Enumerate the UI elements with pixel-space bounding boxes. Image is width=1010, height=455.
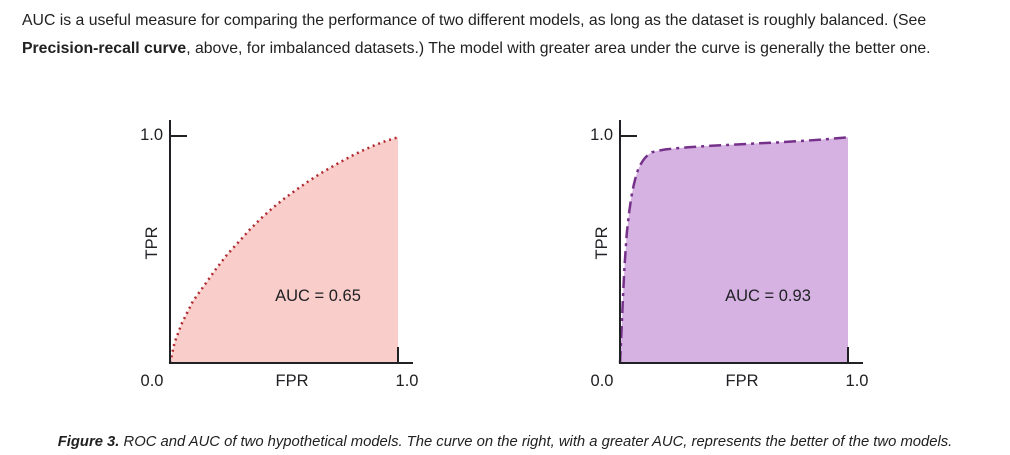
origin-label: 0.0 (590, 372, 614, 390)
y-axis-title: TPR (143, 226, 161, 260)
figure-caption-text: ROC and AUC of two hypothetical models. … (119, 433, 953, 450)
auc-annotation: AUC = 0.93 (725, 287, 811, 305)
intro-text-after: , above, for imbalanced datasets.) The m… (186, 40, 931, 57)
intro-text-before: AUC is a useful measure for comparing th… (22, 12, 927, 29)
auc-annotation: AUC = 0.65 (275, 287, 361, 305)
roc-plot-svg-left (168, 120, 413, 364)
x-axis-title: FPR (725, 372, 759, 390)
roc-chart-left: 1.0 TPR 0.0 FPR 1.0 AUC = 0.65 (55, 90, 475, 400)
roc-curve-line (618, 136, 849, 364)
auc-area-fill (170, 137, 398, 363)
y-axis-max-label: 1.0 (140, 126, 163, 144)
figure-caption-label: Figure 3. (57, 433, 120, 450)
figure-caption: Figure 3. ROC and AUC of two hypothetica… (0, 431, 1010, 453)
origin-label: 0.0 (140, 372, 164, 390)
intro-paragraph: AUC is a useful measure for comparing th… (22, 7, 990, 63)
x-axis-max-label: 1.0 (395, 372, 419, 390)
x-axis-title: FPR (275, 372, 309, 390)
y-axis-title: TPR (593, 226, 611, 260)
roc-curve-line (168, 136, 399, 364)
intro-bold-term: Precision-recall curve (22, 40, 187, 57)
y-axis-max-label: 1.0 (590, 126, 613, 144)
auc-area-fill (620, 137, 848, 363)
roc-chart-right: 1.0 TPR 0.0 FPR 1.0 AUC = 0.93 (505, 90, 925, 400)
x-axis-max-label: 1.0 (845, 372, 869, 390)
roc-plot-svg-right (618, 120, 863, 364)
